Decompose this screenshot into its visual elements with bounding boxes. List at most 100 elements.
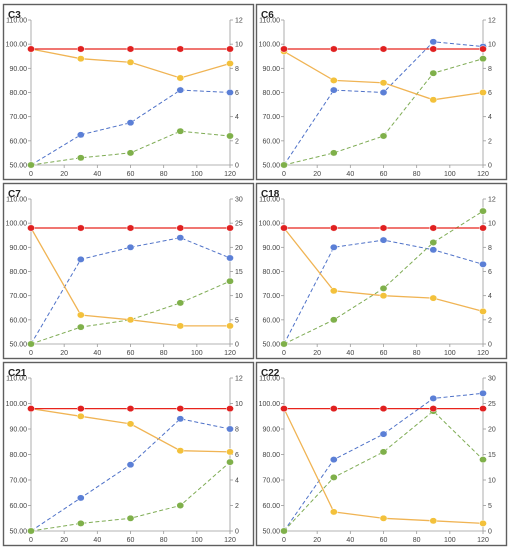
y-tick-label: 90.00: [9, 427, 27, 434]
y2-tick-label: 0: [488, 163, 492, 170]
x-tick-label: 60: [380, 537, 388, 544]
data-point: [226, 254, 234, 262]
data-point: [379, 292, 388, 300]
data-point: [176, 74, 185, 82]
data-point: [479, 456, 487, 464]
x-tick-label: 40: [346, 537, 354, 544]
data-point: [226, 405, 234, 413]
data-point: [76, 311, 85, 319]
y-tick-label: 60.00: [262, 138, 280, 145]
data-point: [329, 456, 338, 464]
y2-tick-label: 12: [488, 197, 496, 204]
y2-tick-label: 8: [488, 245, 492, 252]
x-tick-label: 100: [444, 537, 456, 544]
y2-tick-label: 2: [235, 503, 239, 510]
data-point: [226, 132, 234, 140]
data-point: [176, 502, 185, 509]
y-tick-label: 50.00: [9, 529, 27, 536]
data-point: [226, 458, 234, 466]
x-tick-label: 120: [477, 350, 489, 357]
data-point: [226, 224, 234, 232]
y-tick-label: 70.00: [262, 114, 280, 121]
y-tick-label: 110.00: [6, 376, 27, 383]
y2-tick-label: 10: [235, 401, 243, 408]
x-tick-label: 120: [477, 537, 489, 544]
data-point: [429, 96, 438, 104]
chart-panel-c22: 50.00 60.00 70.00 80.00 90.00 100.00 110.00 0 5 1…: [255, 361, 508, 547]
x-tick-label: 60: [127, 350, 135, 357]
x-tick-label: 0: [29, 537, 33, 544]
x-tick-label: 60: [380, 171, 388, 178]
y-tick-label: 110.00: [259, 197, 280, 204]
data-point: [126, 514, 135, 522]
data-point: [329, 473, 338, 481]
data-point: [479, 389, 487, 397]
data-point: [226, 322, 234, 330]
data-point: [226, 448, 234, 456]
y-tick-label: 90.00: [262, 245, 280, 252]
data-point: [429, 394, 438, 402]
data-point: [280, 161, 288, 169]
x-tick-label: 0: [29, 171, 33, 178]
y-tick-label: 100.00: [6, 401, 28, 408]
data-point: [280, 527, 288, 535]
y2-tick-label: 8: [235, 427, 239, 434]
data-point: [379, 236, 388, 244]
data-point: [329, 224, 338, 232]
chart-panel-c18: 50.00 60.00 70.00 80.00 90.00 100.00 110.00 0 2 4…: [255, 182, 508, 360]
panel-border: [2, 361, 255, 547]
data-point: [429, 45, 438, 53]
x-tick-label: 20: [60, 171, 68, 178]
x-tick-label: 20: [313, 537, 321, 544]
data-point: [176, 299, 185, 307]
data-point: [280, 340, 288, 348]
data-point: [329, 76, 338, 84]
y-tick-label: 80.00: [9, 269, 27, 276]
y-tick-label: 60.00: [9, 317, 27, 324]
data-point: [226, 277, 234, 285]
x-tick-label: 40: [93, 171, 101, 178]
data-point: [429, 246, 438, 254]
data-point: [176, 405, 185, 413]
y2-tick-label: 20: [235, 245, 243, 252]
y-tick-label: 50.00: [262, 342, 280, 349]
data-point: [76, 405, 85, 413]
y2-tick-label: 6: [235, 90, 239, 97]
data-point: [329, 316, 338, 324]
y2-tick-label: 10: [488, 42, 496, 49]
x-tick-label: 20: [313, 350, 321, 357]
x-tick-label: 40: [93, 350, 101, 357]
data-point: [479, 45, 487, 53]
data-point: [280, 405, 288, 413]
data-point: [479, 519, 487, 527]
data-point: [126, 224, 135, 232]
data-point: [176, 234, 185, 242]
data-point: [176, 86, 185, 94]
data-point: [479, 89, 487, 96]
data-point: [280, 45, 288, 53]
x-tick-label: 100: [191, 171, 203, 178]
data-point: [176, 415, 185, 423]
x-tick-label: 80: [413, 537, 421, 544]
data-point: [379, 514, 388, 522]
data-point: [76, 412, 85, 420]
y-tick-label: 70.00: [9, 114, 27, 121]
x-tick-label: 100: [191, 537, 203, 544]
y-tick-label: 70.00: [262, 293, 280, 300]
y-tick-label: 90.00: [9, 245, 27, 252]
x-tick-label: 60: [380, 350, 388, 357]
data-point: [176, 322, 185, 330]
data-point: [176, 127, 185, 135]
y-tick-label: 90.00: [262, 427, 280, 434]
chart-panel-c3: 50.00 60.00 70.00 80.00 90.00 100.00 110.00 0 2 4…: [2, 3, 255, 181]
y2-tick-label: 4: [488, 114, 492, 121]
data-point: [479, 260, 487, 268]
x-tick-label: 40: [93, 537, 101, 544]
y-tick-label: 110.00: [259, 376, 280, 383]
y2-tick-label: 12: [488, 18, 496, 25]
data-point: [76, 224, 85, 232]
y2-tick-label: 30: [488, 376, 496, 383]
data-point: [126, 58, 135, 66]
y2-tick-label: 0: [488, 529, 492, 536]
x-tick-label: 120: [224, 171, 236, 178]
